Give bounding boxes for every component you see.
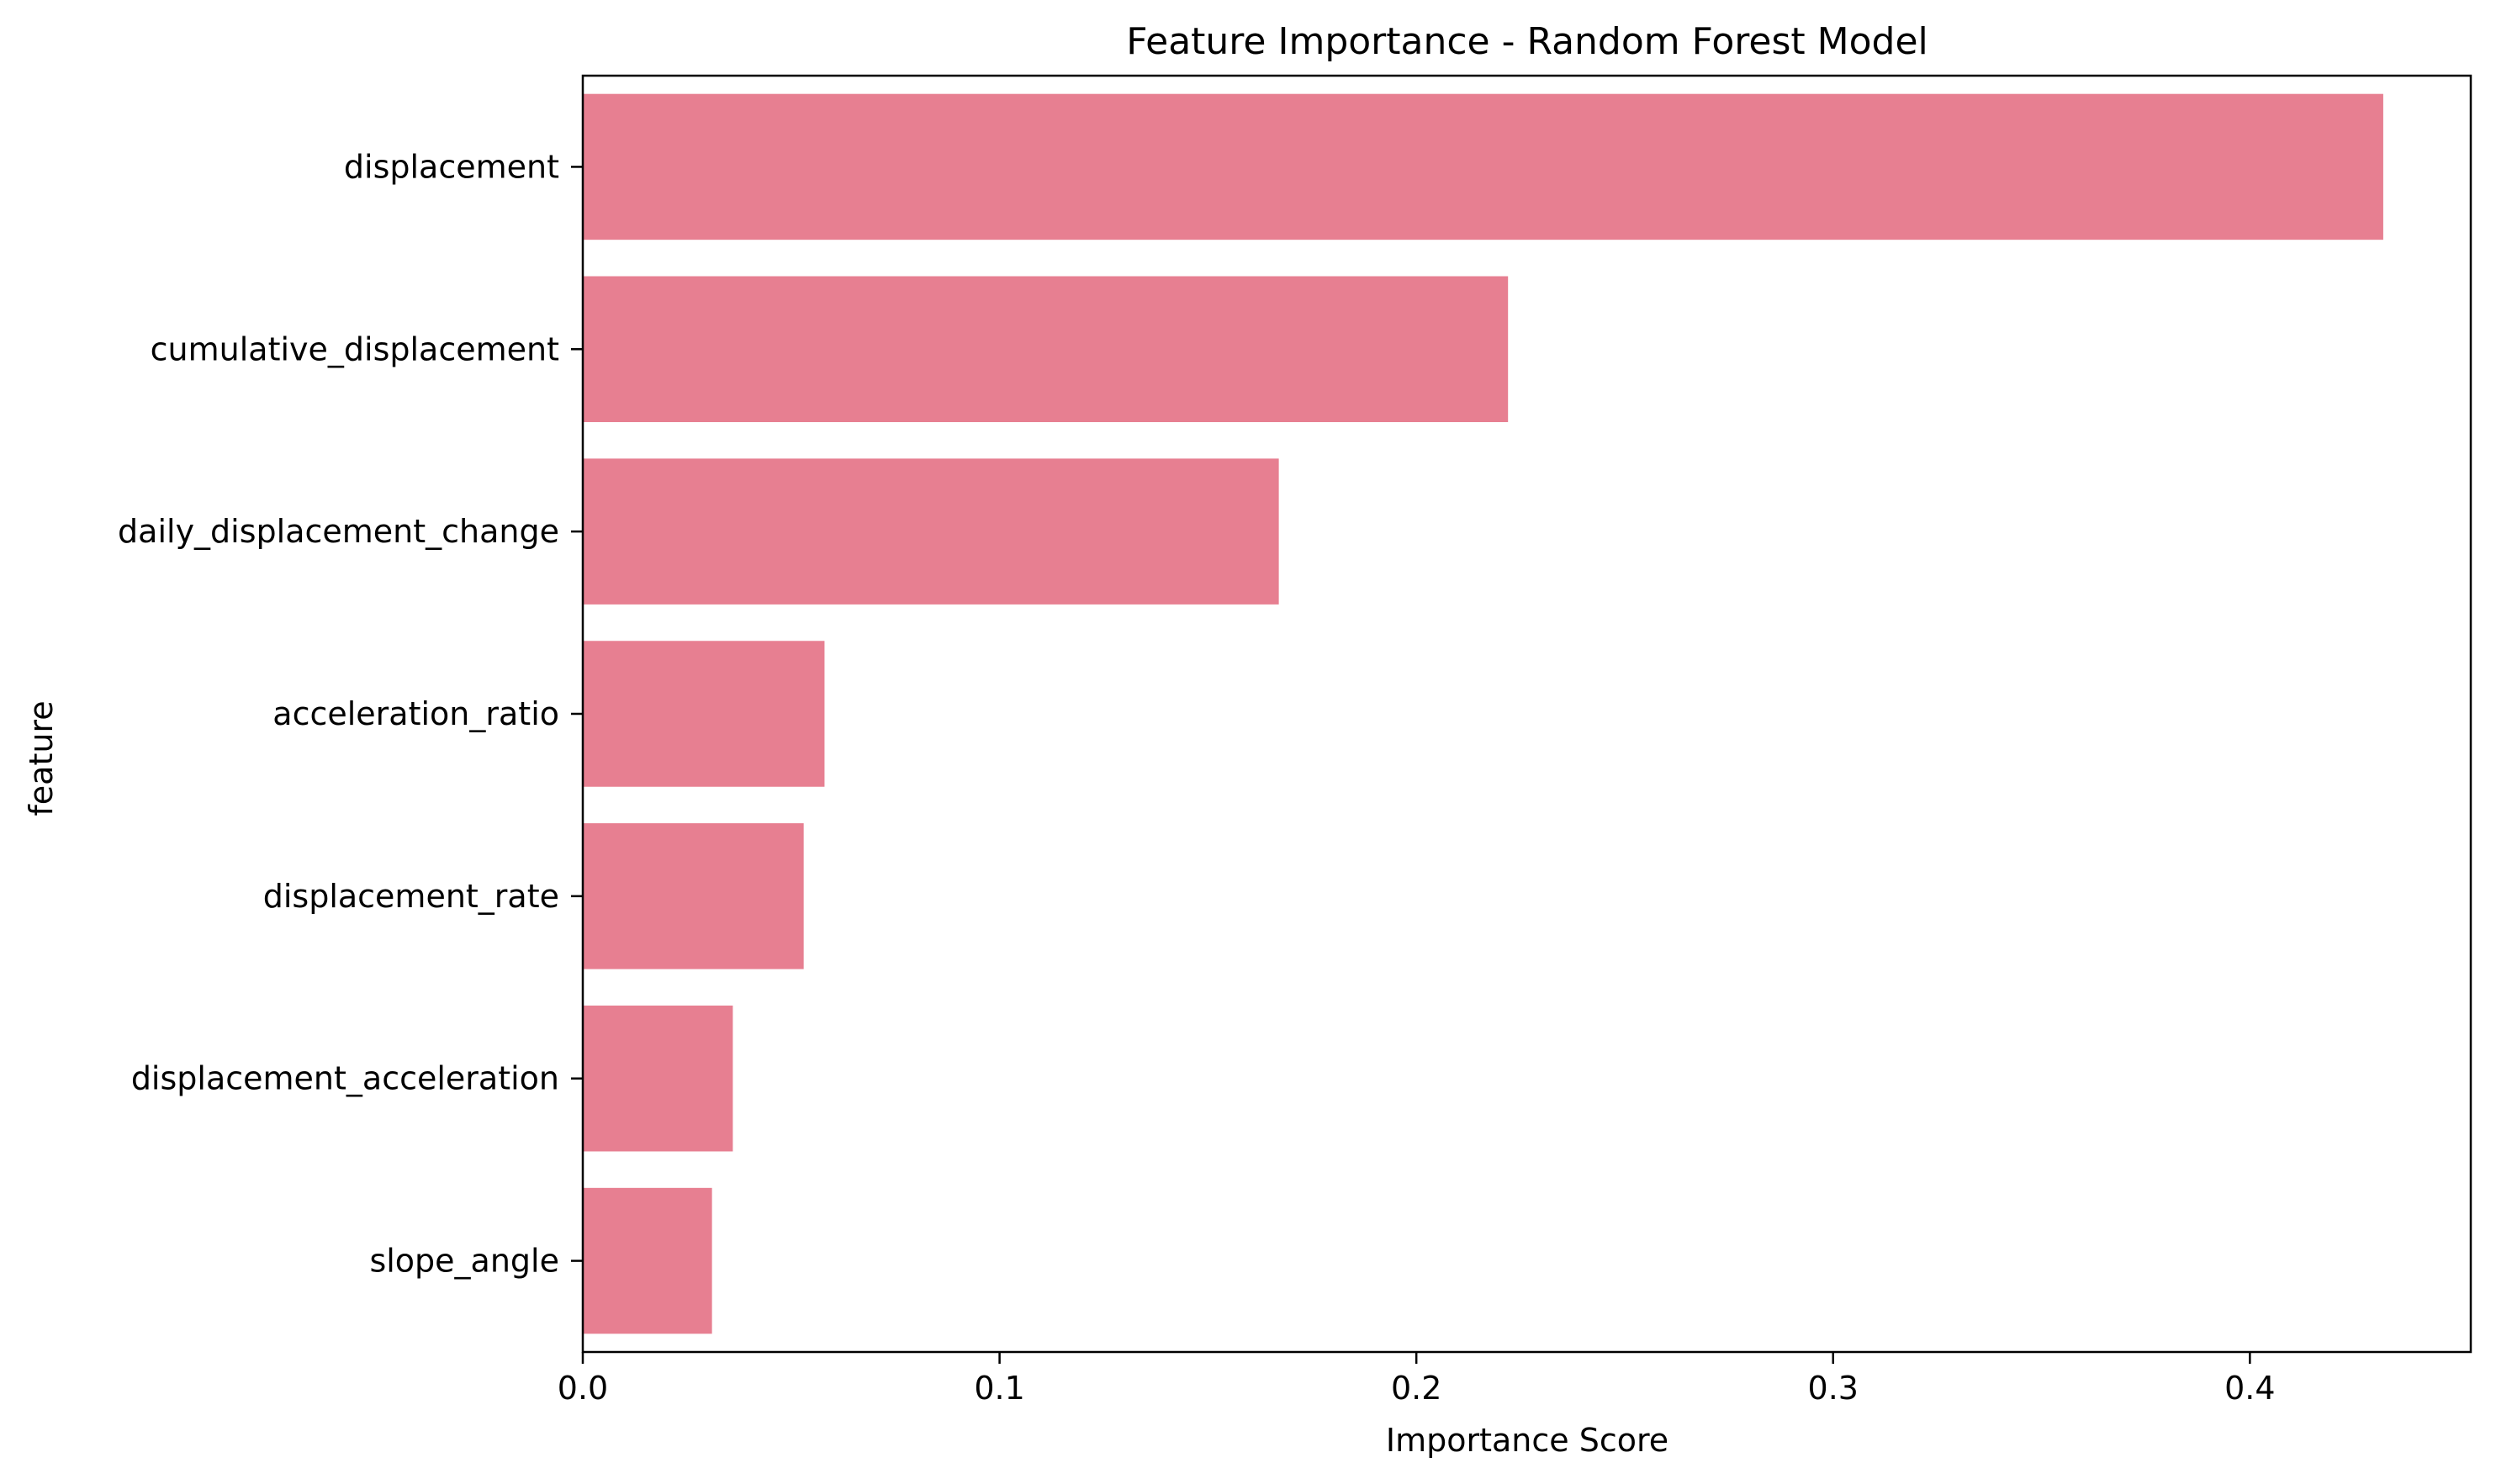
bar (583, 823, 804, 969)
y-tick-label: displacement (344, 148, 559, 185)
x-tick-label: 0.0 (558, 1370, 608, 1407)
y-tick-label: slope_angle (369, 1243, 559, 1280)
x-tick-label: 0.3 (1808, 1370, 1859, 1407)
y-tick-label: acceleration_ratio (272, 695, 559, 732)
y-tick-label: cumulative_displacement (151, 330, 559, 367)
plot-frame (581, 74, 2472, 1354)
bar (583, 1187, 712, 1334)
bar (583, 276, 1509, 423)
x-tick-label: 0.4 (2224, 1370, 2275, 1407)
y-tick-label: displacement_acceleration (131, 1060, 559, 1097)
bars-group (583, 93, 2383, 1334)
y-axis-label: feature (23, 700, 60, 816)
x-tick-label: 0.1 (974, 1370, 1024, 1407)
bar (583, 93, 2383, 240)
bar (583, 458, 1279, 605)
y-axis-ticks: displacement cumulative_displacementdaily… (118, 148, 583, 1280)
chart-title: Feature Importance - Random Forest Model (1126, 20, 1928, 63)
x-axis-label: Importance Score (1386, 1422, 1668, 1459)
x-axis-ticks: 0.0 0.1 0.2 0.3 0.4 (558, 1352, 2276, 1407)
bar (583, 1005, 733, 1152)
bar (583, 641, 825, 787)
y-tick-label: daily_displacement_change (118, 513, 559, 550)
y-tick-label: displacement_rate (263, 878, 559, 915)
x-tick-label: 0.2 (1391, 1370, 1441, 1407)
